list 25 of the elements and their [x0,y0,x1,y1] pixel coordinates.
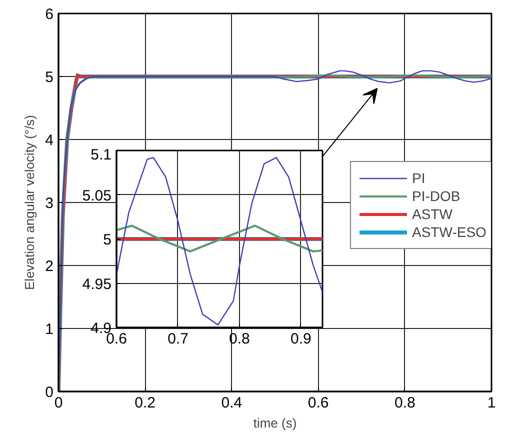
y-tick-label: 5 [45,69,54,86]
y-axis-title: Elevation angular velocity (°/s) [22,115,38,290]
legend-label: PI [412,170,426,186]
x-tick-label: 0.9 [290,330,312,348]
x-tick-label: 0.6 [308,394,329,412]
line-series [116,224,322,252]
y-tick-label: 4 [45,132,54,149]
x-tick-label: 0.4 [221,394,242,412]
x-tick-label: 0.8 [394,394,416,412]
y-tick-label: 5.1 [90,146,112,164]
y-tick-label: 5.05 [82,187,112,204]
x-tick-label: 0.7 [168,330,188,348]
line-series [116,156,322,326]
legend-label: PI-DOB [412,188,460,204]
x-tick-label: 1 [487,394,496,412]
legend-label: ASTW-ESO [412,224,486,240]
y-tick-label: 2 [45,258,54,275]
x-tick-label: 0.2 [134,394,156,412]
y-tick-label: 0 [45,384,54,401]
y-tick-label: 5 [103,232,112,248]
y-tick-label: 6 [45,6,54,23]
y-tick-label: 3 [45,195,54,212]
y-tick-label: 4.95 [82,276,112,293]
legend-label: ASTW [412,206,452,222]
x-axis-title: time (s) [253,416,297,430]
